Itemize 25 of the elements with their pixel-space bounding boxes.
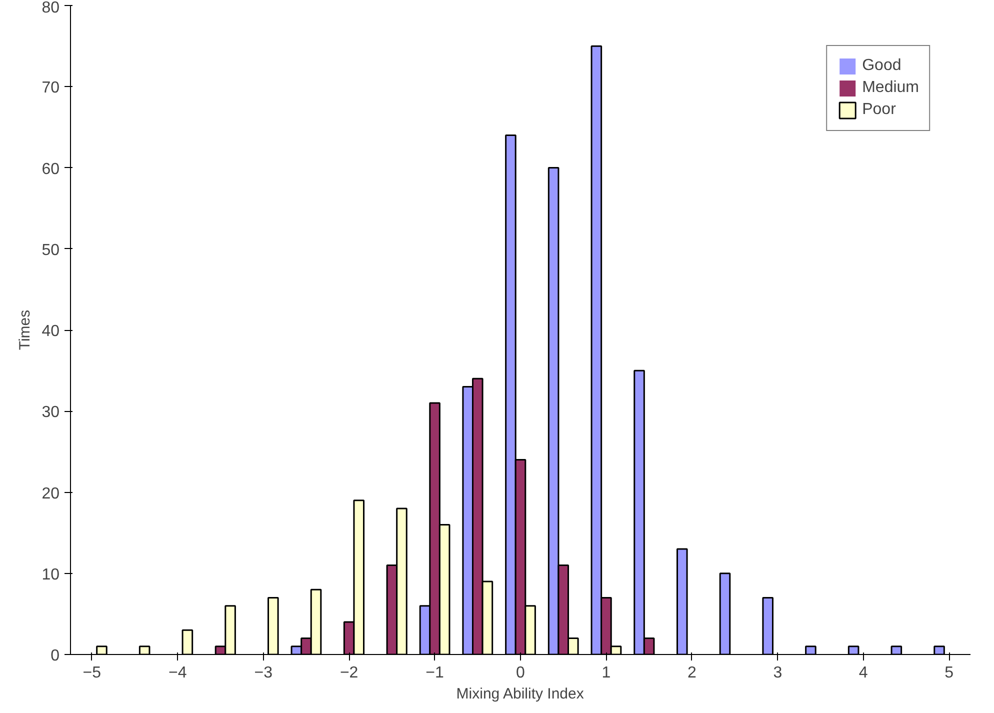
x-tick-label: −1 [426,664,444,682]
x-tick-label: −5 [82,664,102,682]
x-tick-label: −2 [340,664,358,682]
y-tick-label: 80 [42,0,60,16]
x-tick-label: 3 [773,664,782,682]
y-tick-label: 70 [42,80,60,97]
x-tick-label: −3 [254,664,273,682]
x-tick-label: 1 [602,664,611,682]
y-tick-label: 40 [42,323,60,340]
x-tick-label: 2 [687,664,696,682]
x-tick-label: 5 [944,664,954,682]
y-tick-label: 10 [42,566,60,584]
x-tick-label: 4 [858,664,868,682]
legend-label: Good [862,57,902,75]
legend-label: Medium [862,79,919,97]
legend-label: Poor [862,101,896,119]
y-tick-label: 60 [42,160,60,178]
y-tick-label: 50 [42,242,60,259]
x-tick-label: −4 [168,664,187,682]
x-axis-title: Mixing Ability Index [456,686,584,702]
y-axis-title: Times [16,310,34,350]
y-tick-label: 30 [42,404,60,422]
y-tick-label: 20 [42,485,60,502]
y-tick-label: 0 [50,648,60,664]
x-tick-label: 0 [516,664,526,682]
